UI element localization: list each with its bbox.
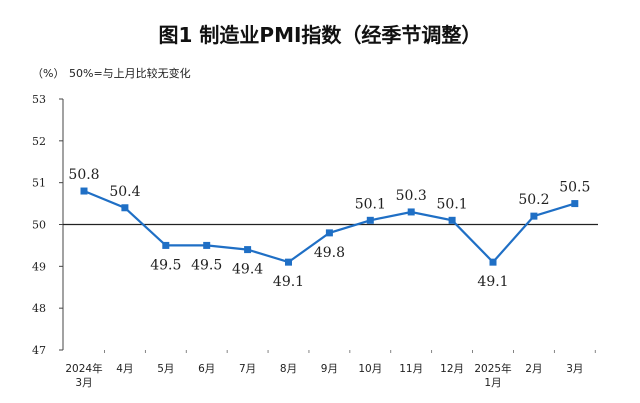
- data-point: [325, 229, 333, 237]
- data-label: 50.5: [559, 180, 590, 196]
- data-label: 50.8: [68, 167, 99, 183]
- data-point: [407, 208, 415, 216]
- data-label: 49.1: [273, 274, 304, 290]
- data-point: [366, 216, 374, 224]
- data-label: 49.5: [150, 257, 181, 273]
- x-tick-label: 2月: [525, 363, 542, 375]
- y-tick-label: 49: [32, 260, 46, 273]
- x-tick-label: 7月: [239, 363, 256, 375]
- y-tick-label: 50: [32, 219, 46, 232]
- data-label: 50.1: [437, 196, 468, 212]
- x-tick-label: 10月: [358, 363, 382, 375]
- x-tick-label: 12月: [440, 363, 464, 375]
- x-tick-label: 4月: [116, 363, 133, 375]
- y-unit-label: （%）: [32, 67, 64, 80]
- x-tick-label: 3月: [566, 363, 583, 375]
- data-label: 49.8: [314, 245, 345, 261]
- y-tick-label: 48: [32, 302, 46, 315]
- data-point: [448, 216, 456, 224]
- x-tick-label: 11月: [399, 363, 423, 375]
- data-point: [530, 212, 538, 220]
- data-point: [162, 241, 170, 249]
- y-ticks: 47 48 49 50 51 52 53: [32, 93, 63, 357]
- x-ticks: 2024年 3月 4月 5月 6月 7月 8月 9月 10月 11月 12月 2025年 1月 2月 3月: [65, 350, 596, 389]
- x-tick-label: 5月: [157, 363, 174, 375]
- x-tick-label: 1月: [484, 377, 501, 389]
- markers: [80, 187, 579, 266]
- data-label: 49.1: [477, 274, 508, 290]
- y-tick-label: 51: [32, 177, 46, 190]
- y-tick-label: 53: [32, 93, 46, 106]
- data-point: [244, 246, 252, 254]
- x-tick-label: 2024年: [65, 362, 102, 375]
- data-label: 49.4: [232, 262, 263, 278]
- x-tick-label: 6月: [198, 363, 215, 375]
- data-point: [285, 258, 292, 266]
- reference-note: 50%=与上月比较无变化: [69, 66, 191, 80]
- data-point: [121, 204, 129, 212]
- x-tick-label: 8月: [280, 363, 297, 375]
- chart-title: 图1 制造业PMI指数（经季节调整）: [159, 23, 482, 47]
- x-tick-label: 3月: [75, 377, 92, 389]
- data-point: [80, 187, 88, 195]
- data-point: [571, 200, 579, 208]
- data-label: 50.4: [109, 184, 140, 200]
- y-tick-label: 52: [32, 135, 46, 148]
- data-label: 49.5: [191, 257, 222, 273]
- y-tick-label: 47: [32, 344, 46, 357]
- data-labels: 50.8 50.4 49.5 49.5 49.4 49.1 49.8 50.1 50.3 50.1…: [68, 167, 590, 290]
- data-label: 50.1: [355, 196, 386, 212]
- data-point: [489, 258, 497, 266]
- x-tick-label: 2025年: [474, 362, 511, 375]
- data-label: 50.3: [396, 188, 427, 204]
- x-tick-label: 9月: [321, 363, 338, 375]
- data-label: 50.2: [518, 192, 549, 208]
- data-point: [203, 241, 211, 249]
